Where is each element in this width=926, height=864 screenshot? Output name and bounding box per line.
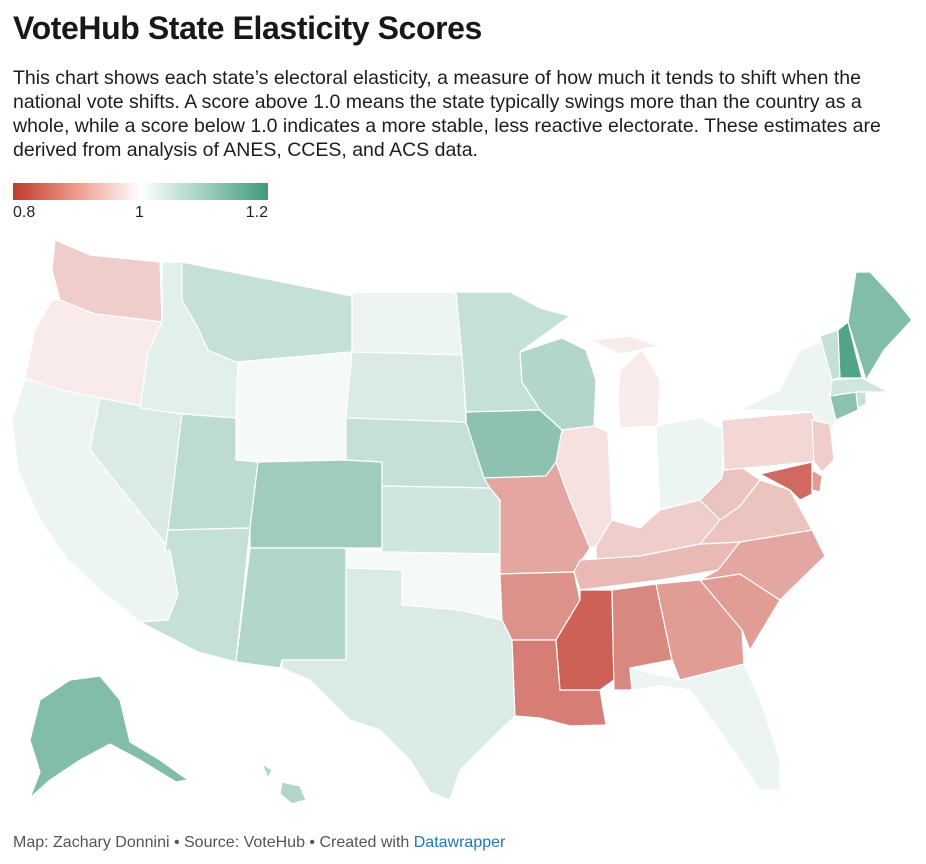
state-az[interactable] bbox=[139, 527, 251, 663]
state-co[interactable] bbox=[249, 459, 383, 549]
state-pa[interactable] bbox=[721, 411, 827, 471]
state-mi[interactable] bbox=[589, 335, 661, 429]
state-tx[interactable] bbox=[281, 567, 516, 801]
state-hi[interactable] bbox=[261, 763, 307, 805]
state-mt[interactable] bbox=[181, 261, 353, 363]
state-nh[interactable] bbox=[837, 321, 863, 379]
state-ia[interactable] bbox=[465, 409, 563, 479]
state-in[interactable] bbox=[607, 425, 661, 529]
state-de[interactable] bbox=[811, 469, 823, 493]
color-legend: 0.8 1 1.2 bbox=[13, 183, 268, 223]
state-nj[interactable] bbox=[811, 419, 835, 473]
us-choropleth-map bbox=[11, 239, 913, 805]
footer-credit: Map: Zachary Donnini • Source: VoteHub •… bbox=[13, 834, 414, 851]
state-me[interactable] bbox=[847, 271, 913, 381]
map-footer: Map: Zachary Donnini • Source: VoteHub •… bbox=[13, 834, 505, 852]
state-wv[interactable] bbox=[699, 459, 761, 521]
map-description: This chart shows each state’s electoral … bbox=[13, 67, 881, 161]
legend-max-label: 1.2 bbox=[245, 204, 268, 221]
state-ri[interactable] bbox=[855, 391, 867, 409]
legend-min-label: 0.8 bbox=[13, 204, 36, 221]
state-ks[interactable] bbox=[381, 485, 501, 555]
state-wy[interactable] bbox=[235, 351, 353, 461]
state-fl[interactable] bbox=[629, 663, 781, 791]
state-sd[interactable] bbox=[345, 351, 467, 423]
state-nm[interactable] bbox=[235, 547, 347, 669]
legend-mid-label: 1 bbox=[135, 204, 144, 221]
state-nd[interactable] bbox=[351, 291, 463, 356]
legend-gradient-bar bbox=[13, 183, 268, 200]
datawrapper-link[interactable]: Datawrapper bbox=[413, 834, 506, 851]
state-ak[interactable] bbox=[29, 675, 189, 799]
map-title: VoteHub State Elasticity Scores bbox=[13, 10, 482, 46]
state-md[interactable] bbox=[759, 461, 813, 501]
